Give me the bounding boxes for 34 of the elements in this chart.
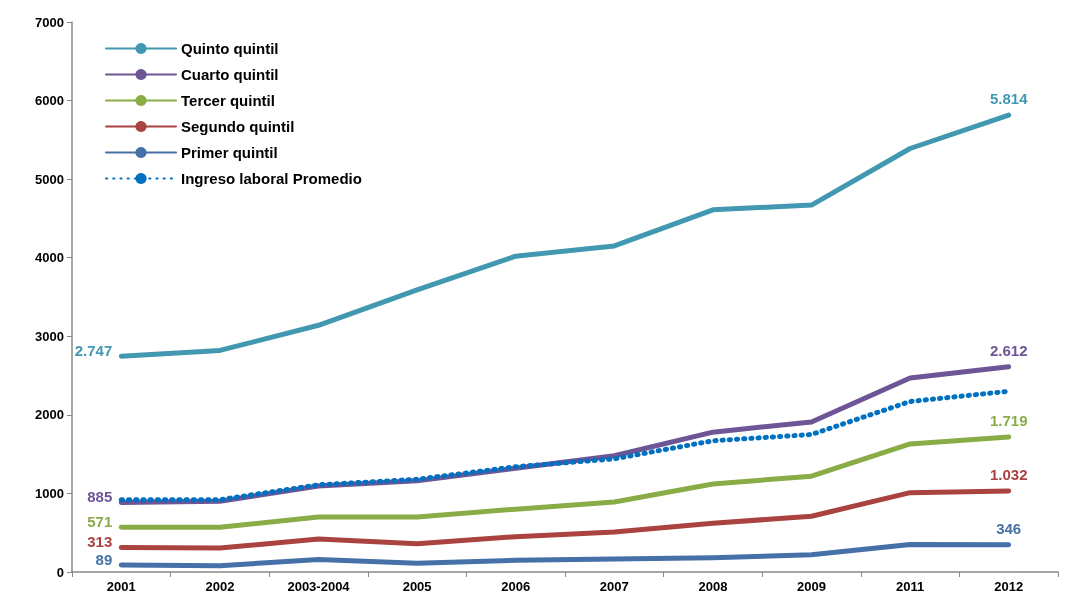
data-label: 346 xyxy=(996,519,1022,537)
data-label: 885 xyxy=(87,487,113,505)
y-tick-label: 2000 xyxy=(35,407,64,423)
x-tick-label: 2007 xyxy=(599,579,629,594)
data-label: 2.612 xyxy=(989,341,1028,359)
x-tick-label: 2003-2004 xyxy=(287,579,351,594)
data-label: 313 xyxy=(87,532,113,550)
y-tick-label: 0 xyxy=(56,564,64,580)
y-tick-label: 3000 xyxy=(35,328,64,344)
data-label: 1.032 xyxy=(989,465,1028,483)
x-tick-label: 2002 xyxy=(205,579,235,594)
y-tick-label: 4000 xyxy=(35,250,64,266)
legend-label: Primer quintil xyxy=(181,144,278,161)
data-label: 571 xyxy=(87,512,113,530)
y-tick-label: 1000 xyxy=(35,485,64,501)
data-label: 89 xyxy=(95,550,113,568)
y-tick-label: 5000 xyxy=(35,171,64,187)
legend-label: Segundo quintil xyxy=(181,118,295,135)
x-tick-label: 2009 xyxy=(797,579,826,594)
legend-label: Ingreso laboral Promedio xyxy=(181,170,362,187)
legend-label: Quinto quintil xyxy=(181,40,279,57)
legend-label: Cuarto quintil xyxy=(181,66,279,83)
legend-label: Tercer quintil xyxy=(181,92,275,109)
y-tick-label: 7000 xyxy=(35,14,64,30)
data-label: 1.719 xyxy=(989,411,1028,429)
x-tick-label: 2005 xyxy=(402,579,432,594)
y-tick-label: 6000 xyxy=(35,93,64,109)
x-tick-label: 2006 xyxy=(501,579,531,594)
x-tick-label: 2011 xyxy=(896,579,925,594)
data-label: 2.747 xyxy=(74,341,113,359)
x-tick-label: 2008 xyxy=(698,579,728,594)
x-tick-label: 2001 xyxy=(106,579,136,594)
data-label: 5.814 xyxy=(989,90,1029,108)
x-tick-label: 2012 xyxy=(994,579,1024,594)
